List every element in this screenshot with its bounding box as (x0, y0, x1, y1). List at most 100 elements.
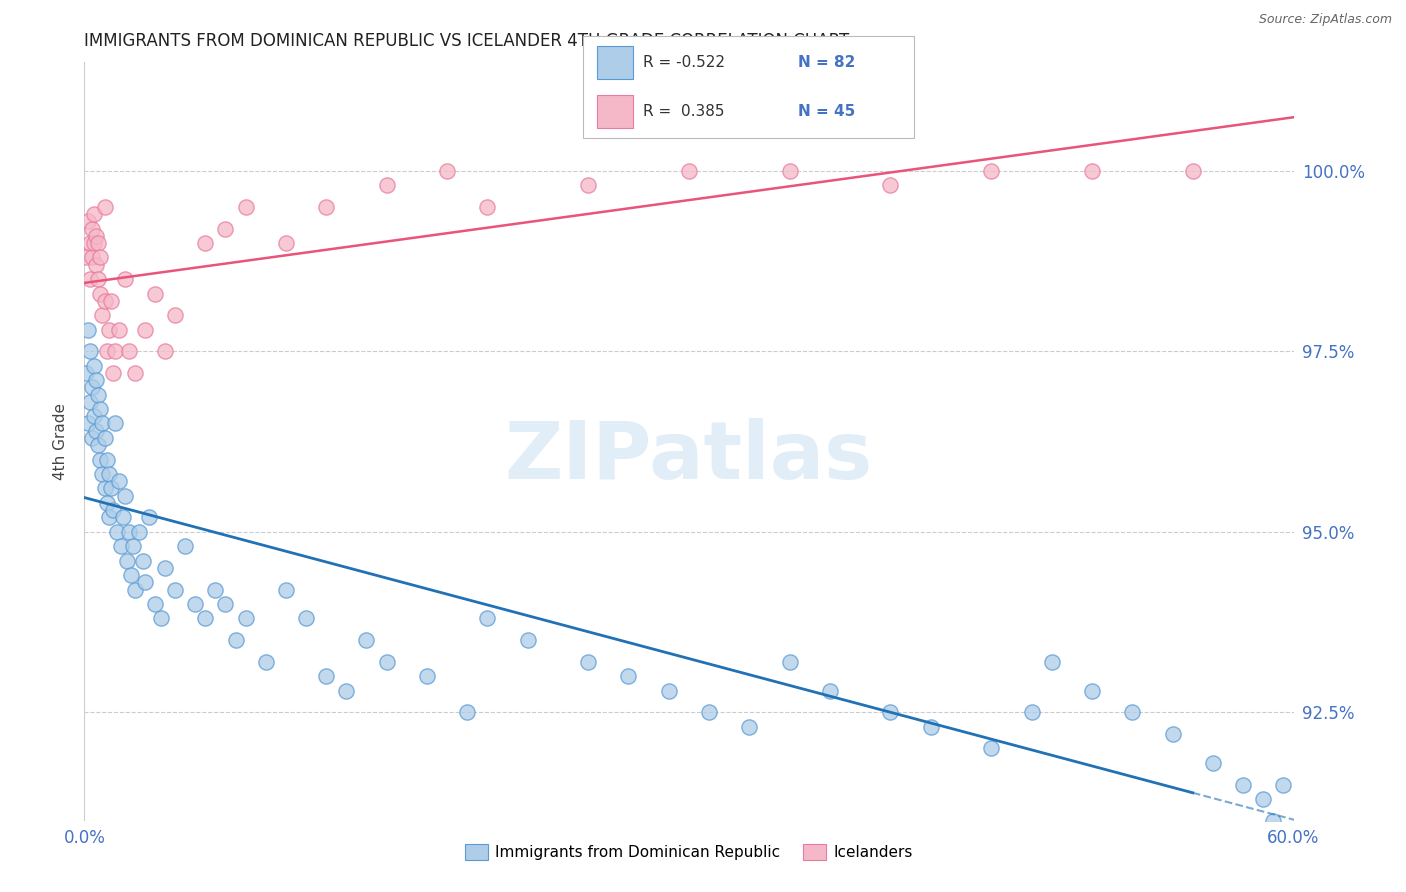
Point (980, 741, 1002, 756)
Point (477, 611, 499, 625)
Point (86, 258, 108, 272)
Point (114, 272, 136, 286)
Point (143, 597, 166, 611)
Point (124, 366, 146, 380)
Point (697, 706, 720, 720)
Point (115, 554, 138, 568)
Point (818, 683, 841, 698)
Point (101, 366, 124, 380)
Point (194, 611, 217, 625)
Point (456, 706, 478, 720)
Legend: Immigrants from Dominican Republic, Icelanders: Immigrants from Dominican Republic, Icel… (458, 838, 920, 866)
Point (91, 308, 114, 322)
Point (82, 380, 104, 394)
Point (91, 467, 114, 481)
Point (89, 251, 111, 265)
Point (576, 655, 599, 669)
Point (617, 669, 640, 683)
Point (96, 344, 118, 359)
Point (356, 633, 378, 648)
Point (96, 452, 118, 467)
Point (79, 235, 101, 250)
Point (149, 611, 172, 625)
Point (779, 163, 801, 178)
Point (111, 510, 134, 524)
Point (77, 214, 100, 228)
Point (79, 272, 101, 286)
Point (315, 200, 337, 214)
Text: IMMIGRANTS FROM DOMINICAN REPUBLIC VS ICELANDER 4TH GRADE CORRELATION CHART: IMMIGRANTS FROM DOMINICAN REPUBLIC VS IC… (84, 32, 849, 50)
Point (416, 669, 439, 683)
FancyBboxPatch shape (596, 95, 633, 128)
Point (86, 373, 108, 387)
Point (110, 539, 132, 553)
Point (738, 720, 761, 734)
Point (165, 308, 187, 322)
Point (134, 575, 156, 590)
Point (75, 251, 97, 265)
Point (879, 178, 901, 193)
Point (97, 510, 120, 524)
Point (225, 633, 247, 648)
Point (1081, 683, 1104, 698)
Point (184, 597, 207, 611)
Point (82, 251, 104, 265)
Point (124, 582, 146, 597)
Point (79, 394, 101, 409)
Point (477, 200, 499, 214)
Point (235, 611, 257, 625)
Point (83, 235, 105, 250)
Point (1263, 814, 1285, 828)
Point (104, 344, 127, 359)
Point (93, 482, 115, 496)
Point (375, 655, 398, 669)
Point (121, 539, 143, 553)
Point (436, 163, 458, 178)
Point (1021, 706, 1043, 720)
Point (89, 286, 111, 301)
Text: R =  0.385: R = 0.385 (643, 104, 724, 120)
Point (779, 655, 801, 669)
Point (89, 402, 111, 417)
Point (1272, 778, 1295, 792)
Point (89, 452, 111, 467)
Point (91, 417, 114, 431)
Point (879, 706, 901, 720)
Point (134, 323, 156, 337)
Point (1040, 655, 1063, 669)
Point (138, 510, 160, 524)
Point (1253, 792, 1275, 806)
Point (214, 597, 236, 611)
Point (315, 669, 337, 683)
Point (1121, 706, 1143, 720)
Point (254, 655, 277, 669)
Point (87, 438, 110, 452)
Point (75, 366, 97, 380)
Point (83, 359, 105, 373)
Point (980, 163, 1002, 178)
Point (93, 293, 115, 308)
Point (128, 524, 150, 539)
Point (1161, 727, 1184, 741)
Point (1081, 163, 1104, 178)
Point (83, 207, 105, 221)
FancyBboxPatch shape (596, 46, 633, 78)
Point (118, 344, 141, 359)
Point (274, 582, 297, 597)
Point (107, 475, 129, 489)
Point (97, 467, 120, 481)
FancyBboxPatch shape (583, 36, 914, 138)
Point (204, 582, 226, 597)
Point (274, 235, 297, 250)
Point (153, 344, 176, 359)
Point (77, 417, 100, 431)
Point (93, 200, 115, 214)
Point (83, 409, 105, 424)
Point (107, 323, 129, 337)
Point (100, 482, 122, 496)
Point (678, 163, 700, 178)
Point (516, 633, 538, 648)
Point (235, 200, 257, 214)
Point (174, 539, 197, 553)
Point (658, 683, 681, 698)
